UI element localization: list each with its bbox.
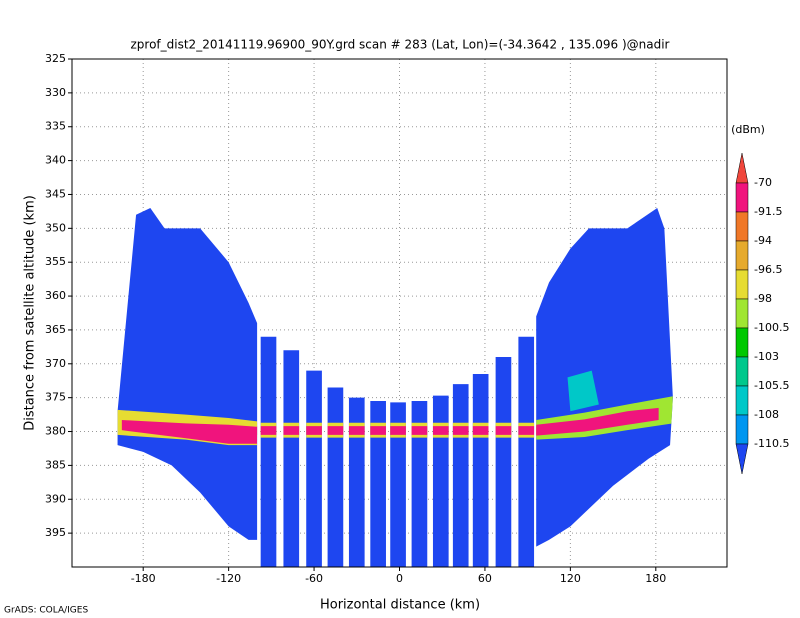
colorbar-box — [735, 356, 749, 387]
y-tick-label: 350 — [45, 221, 66, 234]
echo-region — [536, 407, 659, 436]
swath-region — [536, 208, 673, 547]
grid — [72, 58, 727, 567]
y-tick-label: 380 — [45, 425, 66, 438]
swath-region — [518, 336, 535, 567]
y-tick-label: 340 — [45, 154, 66, 167]
swath-region — [327, 387, 344, 567]
colorbar-label: -96.5 — [754, 263, 782, 276]
y-tick-label: 360 — [45, 289, 66, 302]
y-tick-label: 335 — [45, 120, 66, 133]
echo-region — [121, 420, 258, 444]
colorbar-label: -103 — [754, 350, 779, 363]
y-tick-label: 355 — [45, 255, 66, 268]
colorbar-triangle — [735, 443, 749, 475]
x-tick-label: 60 — [478, 572, 492, 585]
colorbar-box — [735, 298, 749, 329]
swath-region — [411, 401, 428, 567]
y-tick-label: 370 — [45, 357, 66, 370]
swath-region — [370, 401, 386, 567]
swath-region — [260, 336, 277, 567]
x-tick-label: 180 — [645, 572, 666, 585]
colorbar-label: -94 — [754, 234, 772, 247]
colorbar-label: (dBm) — [731, 123, 765, 136]
y-tick-label: 375 — [45, 391, 66, 404]
colorbar-box — [735, 327, 749, 358]
y-tick-label: 325 — [45, 52, 66, 65]
colorbar-label: -105.5 — [754, 379, 789, 392]
swath-region — [432, 395, 449, 567]
x-tick-label: 120 — [560, 572, 581, 585]
y-tick-label: 385 — [45, 458, 66, 471]
swath-region — [306, 370, 322, 567]
x-tick-label: -60 — [305, 572, 323, 585]
colorbar-label: -110.5 — [754, 437, 789, 450]
y-axis-label: Distance from satellite altitude (km) — [23, 195, 38, 431]
y-tick-label: 345 — [45, 187, 66, 200]
swath-region — [348, 397, 365, 567]
colorbar-label: -108 — [754, 408, 779, 421]
x-tick-label: -180 — [131, 572, 156, 585]
swath-region — [390, 402, 406, 567]
swath — [117, 208, 673, 567]
y-tick-label: 390 — [45, 492, 66, 505]
colorbar-label: -91.5 — [754, 205, 782, 218]
colorbar-label: -98 — [754, 292, 772, 305]
x-tick-label: 0 — [396, 572, 403, 585]
colorbar-box — [735, 211, 749, 242]
x-tick-label: -120 — [216, 572, 241, 585]
y-tick-label: 330 — [45, 86, 66, 99]
chart-title: zprof_dist2_20141119.96900_90Y.grd scan … — [131, 38, 670, 52]
echo-region — [257, 426, 542, 435]
colorbar-box — [735, 269, 749, 300]
colorbar-triangle — [735, 152, 749, 184]
swath-region — [283, 350, 300, 567]
swath-region — [495, 357, 512, 567]
x-axis-label: Horizontal distance (km) — [320, 598, 480, 613]
colorbar-box — [735, 182, 749, 213]
colorbar-label: -100.5 — [754, 321, 789, 334]
swath-region — [452, 384, 469, 567]
y-tick-label: 365 — [45, 323, 66, 336]
swath-region — [472, 373, 489, 567]
y-tick-label: 395 — [45, 526, 66, 539]
colorbar-label: -70 — [754, 176, 772, 189]
credit: GrADS: COLA/IGES — [4, 606, 88, 616]
colorbar-box — [735, 240, 749, 271]
echo-region — [567, 370, 599, 412]
swath-region — [117, 208, 258, 540]
colorbar-box — [735, 385, 749, 416]
colorbar: -70 -91.5 -94 -96.5 -98 -100.5 -103 -105.5 -108 -… — [735, 152, 789, 475]
colorbar-box — [735, 414, 749, 445]
